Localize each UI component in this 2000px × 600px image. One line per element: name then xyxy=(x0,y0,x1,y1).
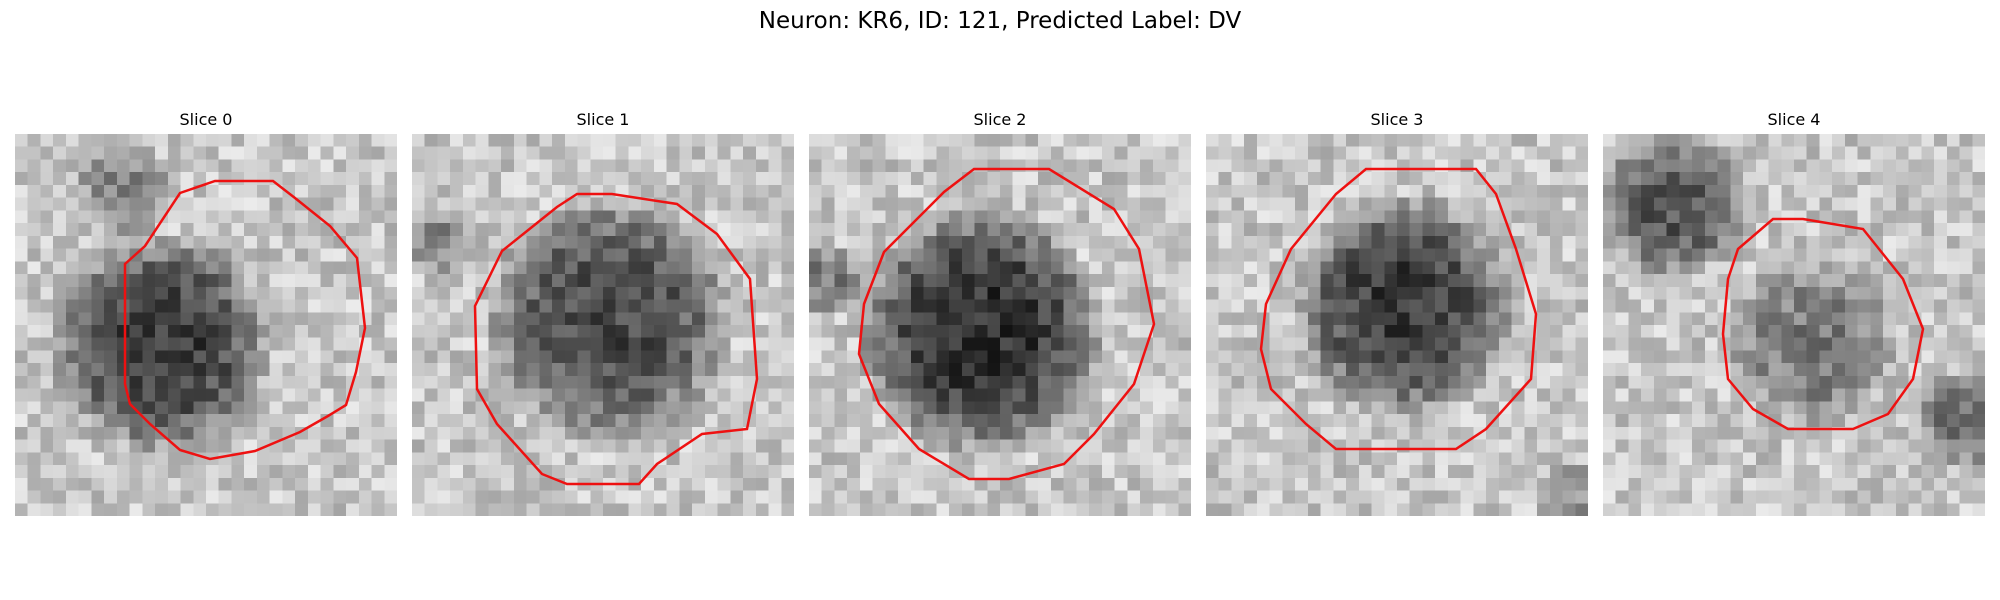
slice-image-frame xyxy=(1206,134,1588,516)
slice-image-frame xyxy=(1603,134,1985,516)
slice-image-frame xyxy=(412,134,794,516)
slice-panel-2: Slice 2 xyxy=(809,110,1191,516)
slice-panel-4: Slice 4 xyxy=(1603,110,1985,516)
roi-contour xyxy=(857,167,1156,481)
slice-title: Slice 2 xyxy=(973,110,1027,129)
figure-title: Neuron: KR6, ID: 121, Predicted Label: D… xyxy=(758,8,1242,34)
microscopy-image xyxy=(1206,134,1588,516)
roi-contour xyxy=(123,179,367,461)
roi-contour xyxy=(1721,217,1925,431)
slice-panel-1: Slice 1 xyxy=(412,110,794,516)
slice-panel-3: Slice 3 xyxy=(1206,110,1588,516)
slice-title: Slice 1 xyxy=(576,110,630,129)
microscopy-image xyxy=(15,134,397,516)
roi-contour xyxy=(1259,167,1538,451)
slice-image-frame xyxy=(809,134,1191,516)
slice-panel-0: Slice 0 xyxy=(15,110,397,516)
slice-title: Slice 0 xyxy=(179,110,233,129)
slice-image-frame xyxy=(15,134,397,516)
slice-title: Slice 3 xyxy=(1370,110,1424,129)
slice-title: Slice 4 xyxy=(1767,110,1821,129)
microscopy-image xyxy=(809,134,1191,516)
roi-contour xyxy=(473,192,759,486)
